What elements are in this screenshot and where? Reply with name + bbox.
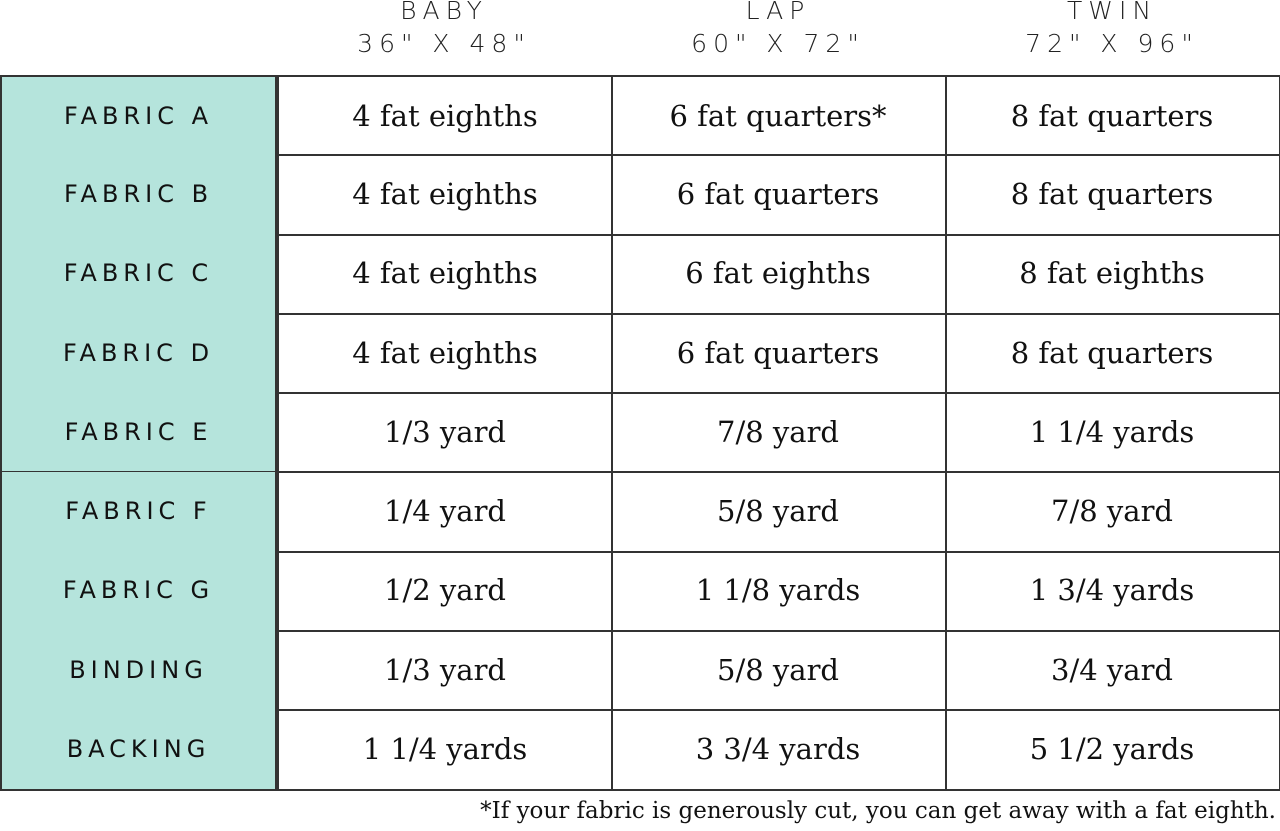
table-cell: 6 fat quarters xyxy=(611,312,947,395)
column-name: TWIN xyxy=(1066,0,1158,25)
table-cell: 8 fat quarters xyxy=(945,75,1280,157)
row-label: FABRIC E xyxy=(0,392,277,474)
row-label: FABRIC G xyxy=(0,550,277,633)
row-label: BACKING xyxy=(0,709,277,791)
row-label: FABRIC F xyxy=(0,471,277,553)
row-label: FABRIC A xyxy=(0,75,277,157)
table-cell: 3 3/4 yards xyxy=(611,709,947,791)
table-cell: 7/8 yard xyxy=(945,471,1280,553)
table-cell: 1 1/4 yards xyxy=(945,392,1280,474)
table-cell: 6 fat quarters xyxy=(611,154,947,236)
table-cell: 1/4 yard xyxy=(277,471,613,553)
table-cell: 3/4 yard xyxy=(945,630,1280,712)
row-label: FABRIC C xyxy=(0,233,277,315)
column-name: LAP xyxy=(745,0,811,25)
table-cell: 5/8 yard xyxy=(611,471,947,553)
table-cell: 1 1/8 yards xyxy=(611,550,947,633)
table-cell: 4 fat eighths xyxy=(277,75,613,157)
row-label: FABRIC B xyxy=(0,154,277,236)
table-cell: 1 3/4 yards xyxy=(945,550,1280,633)
table-cell: 1/3 yard xyxy=(277,392,613,474)
table-cell: 5/8 yard xyxy=(611,630,947,712)
table-cell: 1/2 yard xyxy=(277,550,613,633)
row-label: FABRIC D xyxy=(0,312,277,395)
table-cell: 5 1/2 yards xyxy=(945,709,1280,791)
column-size: 36" X 48" xyxy=(357,29,531,58)
column-size: 60" X 72" xyxy=(691,29,865,58)
column-name: BABY xyxy=(400,0,488,25)
row-label: BINDING xyxy=(0,630,277,712)
table-cell: 7/8 yard xyxy=(611,392,947,474)
table-cell: 4 fat eighths xyxy=(277,233,613,315)
table-cell: 1 1/4 yards xyxy=(277,709,613,791)
table-cell: 4 fat eighths xyxy=(277,154,613,236)
table-cell: 8 fat quarters xyxy=(945,154,1280,236)
table-cell: 4 fat eighths xyxy=(277,312,613,395)
table-cell: 6 fat quarters* xyxy=(611,75,947,157)
table-cell: 8 fat eighths xyxy=(945,233,1280,315)
column-size: 72" X 96" xyxy=(1025,29,1199,58)
footnote: *If your fabric is generously cut, you c… xyxy=(480,798,1276,824)
table-cell: 8 fat quarters xyxy=(945,312,1280,395)
table-cell: 1/3 yard xyxy=(277,630,613,712)
table-cell: 6 fat eighths xyxy=(611,233,947,315)
